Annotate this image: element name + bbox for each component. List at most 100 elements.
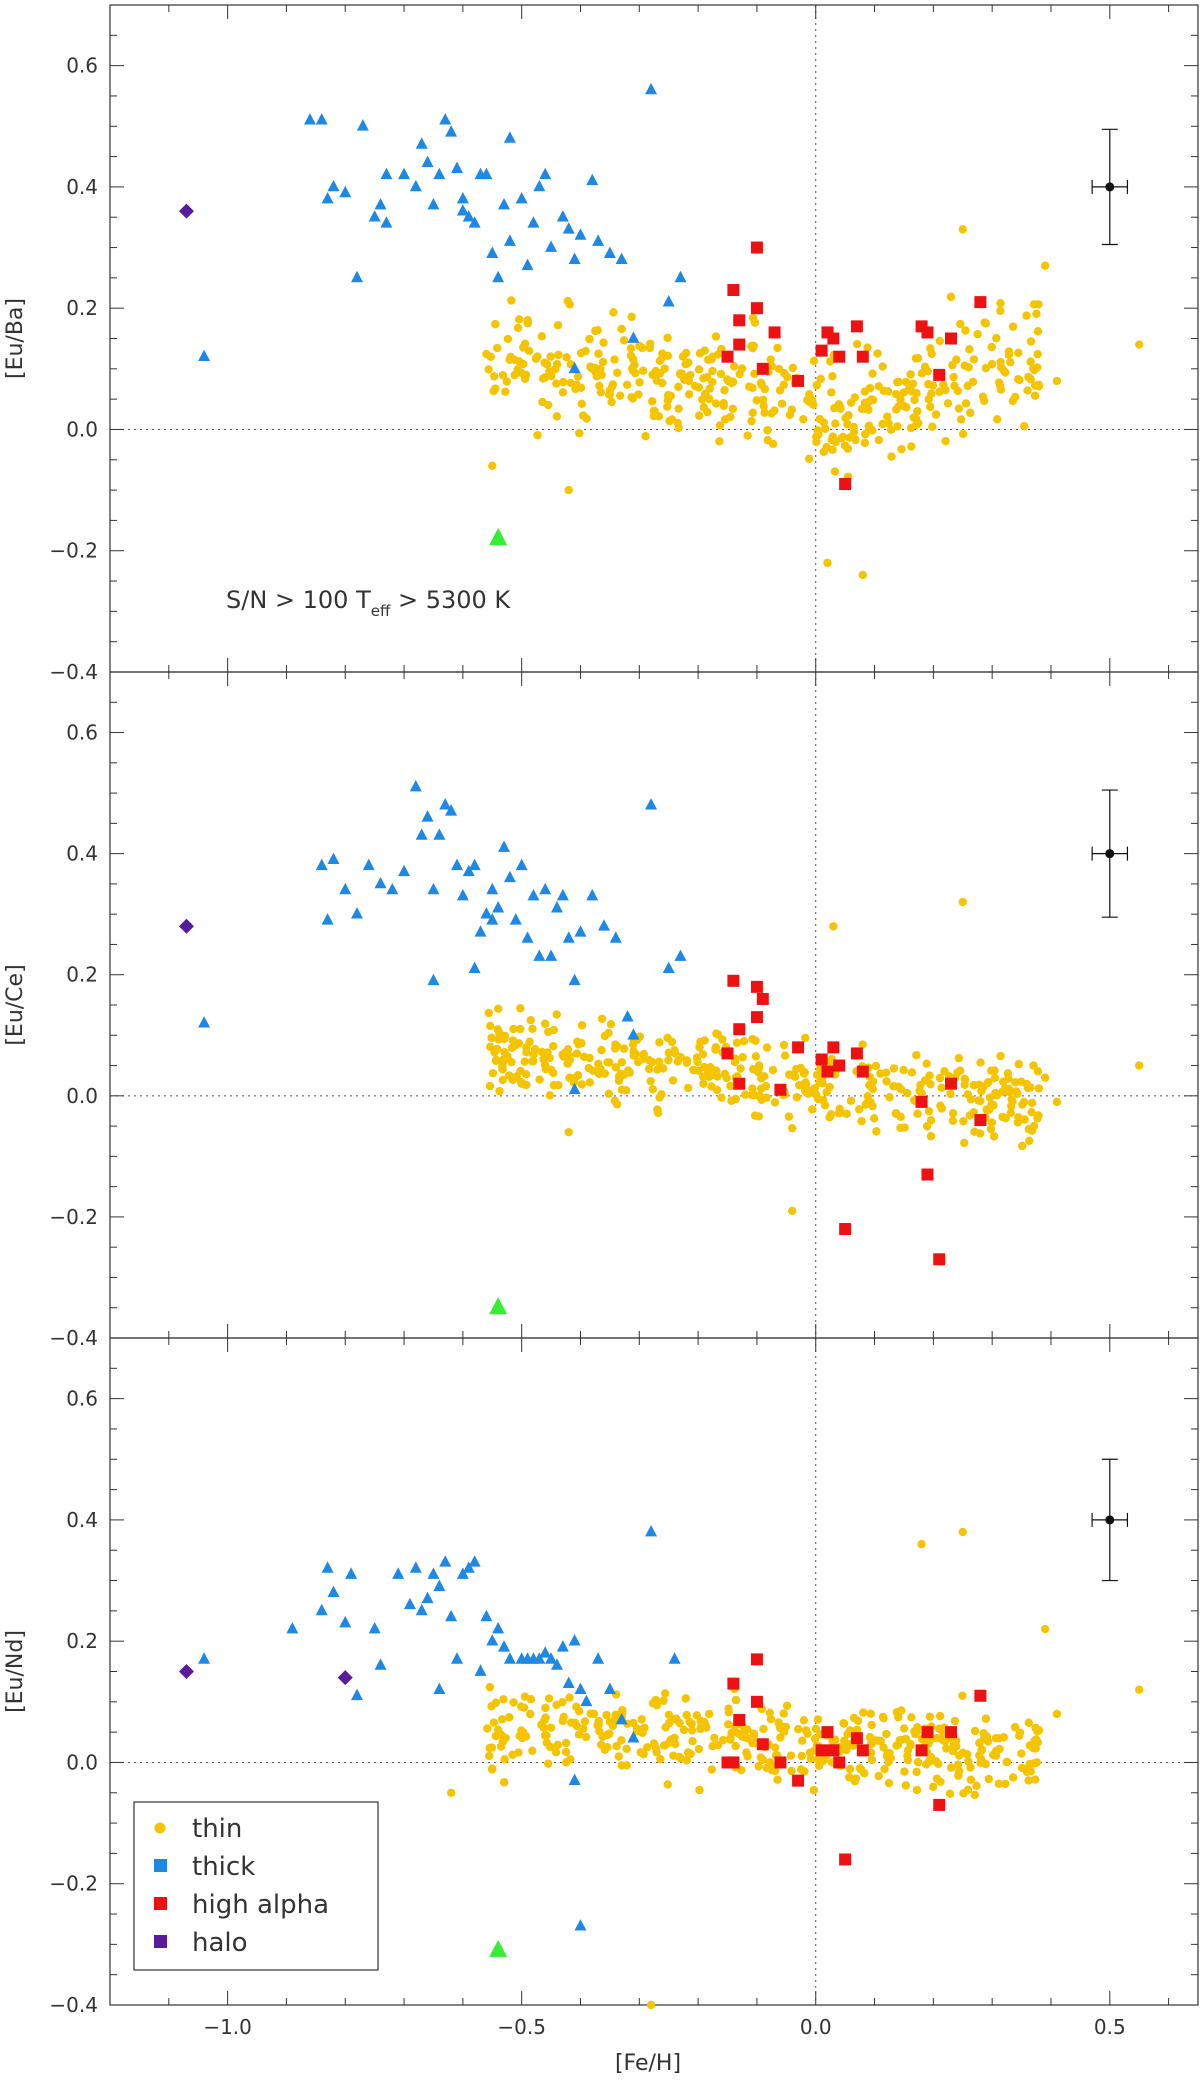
thin-point: [1004, 347, 1014, 356]
thin-point: [1052, 376, 1062, 386]
thin-point: [913, 406, 922, 416]
thin-point: [977, 1755, 986, 1764]
thin-point: [1031, 1744, 1040, 1753]
thin-point: [683, 1748, 693, 1757]
thin-point: [551, 365, 560, 374]
thin-point: [937, 1104, 946, 1113]
thin-point: [815, 1078, 824, 1087]
thick-point: [668, 1652, 681, 1664]
thin-point: [629, 1718, 638, 1728]
thin-point: [693, 1057, 702, 1067]
high-alpha-point: [774, 1756, 787, 1769]
thin-point: [922, 1122, 932, 1131]
thin-point: [965, 345, 974, 354]
thin-point: [498, 1065, 507, 1074]
thin-point: [491, 319, 500, 329]
thick-point: [198, 1016, 211, 1028]
thin-point: [608, 380, 617, 389]
thin-point: [849, 422, 859, 432]
thin-point: [554, 1080, 563, 1090]
thin-point: [608, 1721, 618, 1731]
high-alpha-point: [727, 1756, 740, 1769]
thin-point: [664, 1056, 673, 1065]
thin-point: [986, 1124, 996, 1134]
thin-point: [712, 1085, 722, 1095]
high-alpha-point: [839, 1853, 852, 1866]
thin-point: [638, 366, 648, 375]
thick-point: [386, 882, 399, 895]
high-alpha-point: [933, 1253, 946, 1266]
thin-point: [698, 1050, 708, 1059]
thin-point: [961, 326, 970, 335]
thick-point: [492, 901, 505, 913]
thin-point: [726, 1081, 735, 1091]
thin-point: [935, 336, 945, 346]
thick-point: [586, 888, 599, 901]
thin-point: [724, 1708, 733, 1717]
thin-point: [896, 1085, 906, 1094]
thin-point: [665, 416, 674, 426]
thin-point: [543, 1048, 552, 1057]
thin-point: [1040, 261, 1050, 270]
thin-point: [552, 1010, 561, 1019]
thin-point: [1026, 337, 1036, 346]
thin-point: [596, 388, 606, 397]
thin-point: [829, 922, 838, 931]
thick-point: [456, 888, 469, 901]
thin-point: [565, 1693, 574, 1702]
thin-point: [762, 1763, 771, 1773]
thin-point: [695, 1785, 704, 1795]
thin-point: [872, 1127, 881, 1136]
thin-point: [499, 1778, 509, 1787]
thin-point: [577, 399, 586, 408]
thin-point: [1024, 372, 1033, 382]
thin-point: [806, 1754, 816, 1763]
thin-point: [518, 1733, 527, 1743]
thin-point: [912, 1785, 922, 1795]
thick-point: [462, 1561, 475, 1573]
thick-point: [568, 361, 581, 374]
thin-point: [701, 1721, 710, 1730]
thin-point: [484, 365, 493, 374]
thin-point: [572, 1702, 581, 1712]
thick-point: [627, 331, 640, 343]
thin-point: [545, 1091, 555, 1100]
thick-point: [315, 113, 328, 125]
thin-point: [907, 1713, 916, 1722]
thin-point: [544, 400, 553, 410]
thin-point: [716, 369, 726, 379]
thin-point: [521, 370, 531, 380]
high-alpha-point: [768, 326, 781, 339]
thin-point: [809, 1785, 819, 1795]
thick-point: [427, 973, 440, 986]
thin-point: [900, 1767, 909, 1776]
thin-point: [1011, 1078, 1020, 1087]
thin-point: [617, 324, 626, 334]
thin-point: [1017, 1077, 1026, 1086]
thin-point: [756, 1753, 766, 1762]
thick-point: [503, 131, 516, 143]
thin-point: [563, 1059, 572, 1068]
thin-point: [741, 1090, 750, 1099]
thin-point: [529, 1056, 538, 1066]
thin-point: [682, 1756, 691, 1765]
thin-point: [578, 1724, 588, 1733]
high-alpha-point: [827, 1744, 840, 1757]
high-alpha-point: [733, 1714, 746, 1727]
thin-point: [777, 399, 787, 408]
legend-box: [133, 1801, 379, 1971]
thin-point: [961, 399, 971, 408]
thin-point: [604, 1089, 614, 1098]
thin-point: [901, 1781, 911, 1790]
thin-point: [510, 370, 519, 380]
thin-point: [730, 1057, 740, 1067]
thin-point: [1027, 1108, 1036, 1117]
thin-point: [886, 425, 896, 435]
thin-point: [1034, 1084, 1044, 1093]
high-alpha-point: [856, 350, 869, 363]
thin-point: [1001, 1113, 1010, 1123]
thick-point: [456, 204, 469, 216]
thick-point: [339, 185, 352, 198]
high-alpha-point: [833, 350, 846, 363]
thin-point: [935, 387, 944, 396]
